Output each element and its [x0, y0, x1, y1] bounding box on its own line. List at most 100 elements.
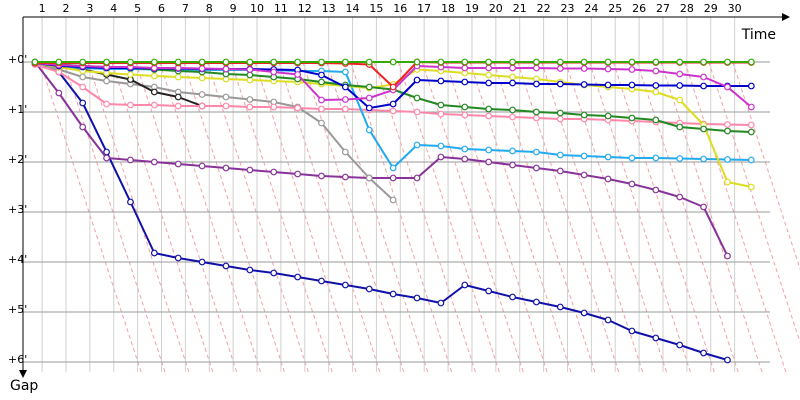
data-point: [150, 101, 158, 109]
data-point: [580, 152, 588, 160]
x-tick-label: 10: [250, 2, 264, 15]
data-point: [150, 158, 158, 166]
data-point: [509, 106, 516, 114]
data-point: [652, 58, 660, 66]
data-point: [150, 249, 158, 257]
data-point: [31, 58, 39, 66]
data-point: [676, 341, 684, 349]
lap-line: [111, 61, 215, 376]
data-point: [79, 83, 87, 91]
data-point: [580, 111, 588, 119]
lap-line: [493, 61, 597, 376]
data-point: [604, 316, 612, 324]
data-point: [413, 294, 421, 302]
lap-line: [373, 61, 477, 376]
x-tick-label: 28: [680, 2, 694, 15]
data-point: [222, 164, 230, 172]
data-point: [604, 175, 612, 183]
data-point: [413, 94, 421, 102]
lap-line: [135, 61, 239, 376]
data-point: [604, 58, 612, 66]
data-point: [103, 58, 110, 66]
data-point: [747, 128, 755, 136]
lap-line: [182, 61, 286, 376]
data-point: [103, 154, 110, 162]
x-tick-label: 27: [656, 2, 670, 15]
data-point: [270, 103, 278, 111]
data-point: [294, 58, 302, 66]
data-point: [509, 147, 516, 155]
data-point: [79, 73, 87, 81]
data-point: [604, 81, 612, 89]
data-point: [174, 73, 182, 81]
data-point: [700, 73, 707, 81]
data-point: [270, 168, 278, 176]
data-point: [580, 171, 588, 179]
data-point: [413, 174, 421, 182]
data-point: [413, 108, 421, 116]
data-point: [79, 99, 87, 107]
x-tick-label: 6: [158, 2, 165, 15]
data-point: [724, 356, 731, 364]
data-point: [485, 58, 493, 66]
data-point: [485, 287, 493, 295]
x-tick-label: 1: [39, 2, 46, 15]
data-point: [365, 174, 373, 182]
data-point: [318, 119, 325, 127]
data-point: [437, 299, 445, 307]
data-point: [389, 290, 397, 298]
data-point: [676, 123, 684, 131]
data-point: [150, 72, 158, 80]
lap-line: [732, 61, 800, 271]
data-point: [604, 153, 612, 161]
data-point: [198, 58, 206, 66]
data-point: [628, 114, 636, 122]
data-point: [365, 58, 373, 66]
lap-line: [63, 61, 167, 376]
series-line: [34, 61, 728, 361]
x-tick-label: 8: [206, 2, 213, 15]
lap-line: [660, 61, 764, 376]
data-point: [533, 148, 540, 156]
data-point: [437, 77, 445, 85]
data-point: [604, 112, 612, 120]
data-point: [389, 164, 397, 172]
data-point: [198, 74, 206, 82]
data-point: [676, 58, 684, 66]
data-point: [270, 58, 278, 66]
data-point: [700, 58, 707, 66]
lap-line: [350, 61, 454, 376]
data-point: [318, 172, 325, 180]
data-point: [198, 91, 206, 98]
x-tick-label: 3: [86, 2, 93, 15]
data-point: [628, 58, 636, 66]
plot: [31, 58, 755, 364]
data-point: [461, 155, 469, 163]
data-point: [222, 65, 230, 73]
data-point: [533, 164, 540, 172]
lap-line: [588, 61, 692, 376]
data-point: [628, 154, 636, 162]
data-point: [628, 66, 636, 73]
data-point: [294, 71, 302, 78]
lap-line: [708, 61, 800, 344]
data-point: [341, 148, 349, 156]
data-point: [676, 82, 684, 89]
data-point: [246, 103, 254, 111]
lap-line: [684, 61, 788, 376]
data-point: [389, 107, 397, 115]
x-tick-label: 22: [537, 2, 551, 15]
lap-line: [278, 61, 382, 376]
data-point: [652, 186, 660, 194]
data-point: [747, 156, 755, 164]
data-point: [389, 174, 397, 182]
data-point: [700, 203, 707, 211]
data-point: [246, 66, 254, 73]
data-point: [246, 96, 254, 103]
data-point: [724, 121, 731, 128]
data-point: [222, 262, 230, 270]
data-point: [318, 277, 325, 285]
data-point: [556, 80, 564, 88]
x-tick-label: 25: [608, 2, 622, 15]
data-point: [628, 81, 636, 89]
